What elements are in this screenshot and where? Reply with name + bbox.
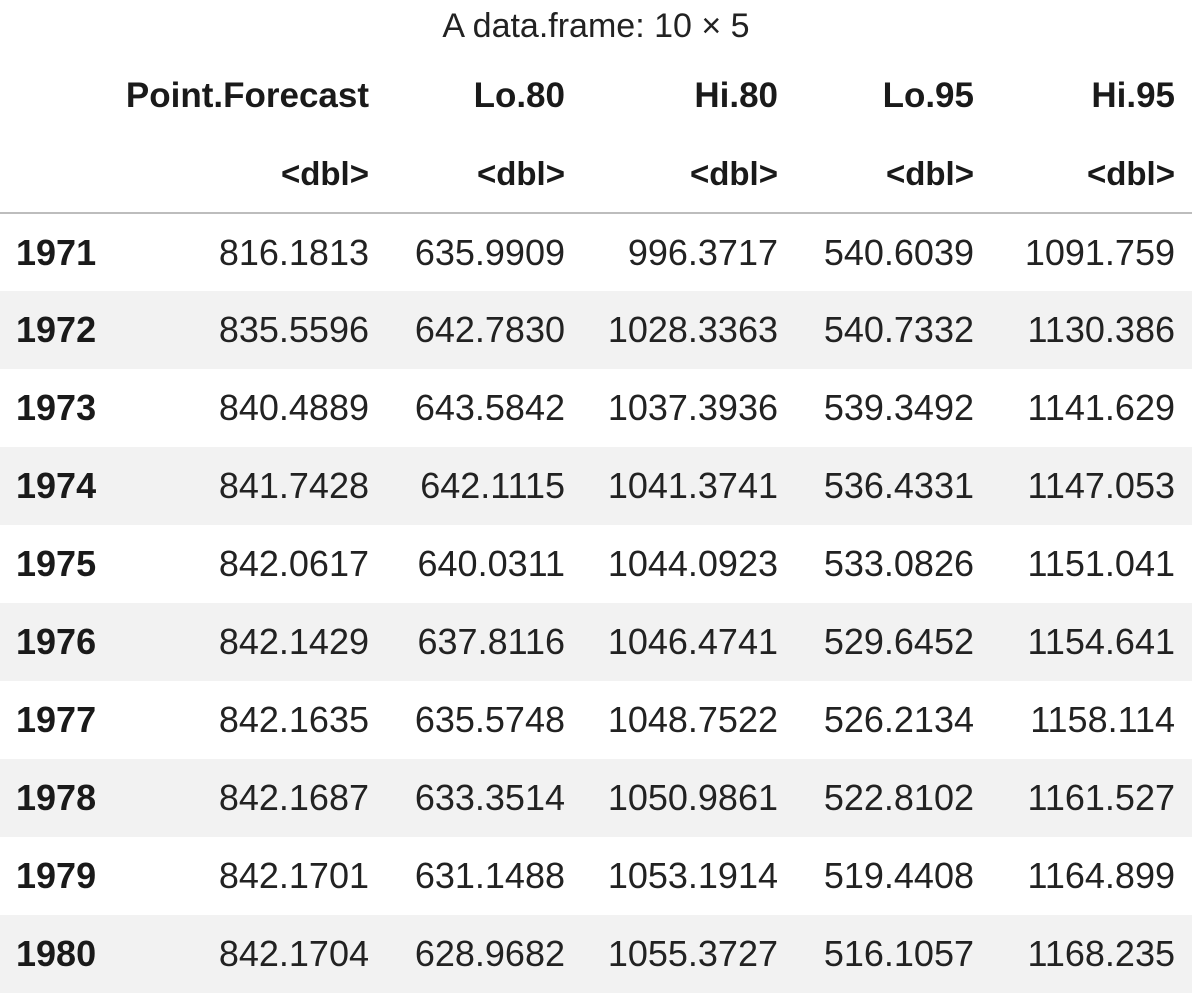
- table-row: 1974 841.7428 642.1115 1041.3741 536.4331 114…: [0, 447, 1192, 525]
- column-type: <dbl>: [582, 136, 795, 214]
- row-index: 1975: [16, 543, 97, 584]
- row-index: 1974: [16, 465, 97, 506]
- table-cell: 540.7332: [823, 309, 974, 350]
- row-index: 1972: [16, 309, 97, 350]
- table-cell: 842.1635: [218, 699, 369, 740]
- table-cell: 1158.114: [1030, 699, 1175, 740]
- table-cell: 642.1115: [420, 465, 565, 506]
- table-cell: 640.0311: [417, 543, 565, 584]
- row-index: 1979: [16, 855, 97, 896]
- table-cell: 1130.386: [1027, 309, 1175, 350]
- column-type: <dbl>: [795, 136, 991, 214]
- column-names-row: Point.Forecast Lo.80 Hi.80 Lo.95 Hi.95: [0, 52, 1192, 136]
- table-cell: 996.3717: [627, 231, 778, 273]
- index-header-blank: [0, 52, 98, 136]
- row-index: 1976: [16, 621, 97, 662]
- table-row: 1977 842.1635 635.5748 1048.7522 526.2134 115…: [0, 681, 1192, 759]
- table-cell: 526.2134: [823, 699, 974, 740]
- table-cell: 1161.527: [1027, 777, 1175, 818]
- column-header: Hi.95: [1091, 76, 1175, 115]
- table-cell: 840.4889: [218, 387, 369, 428]
- table-cell: 841.7428: [218, 465, 369, 506]
- column-type: <dbl>: [386, 136, 582, 214]
- table-cell: 1050.9861: [607, 777, 778, 818]
- table-cell: 635.5748: [414, 699, 565, 740]
- table-row: 1978 842.1687 633.3514 1050.9861 522.8102 116…: [0, 759, 1192, 837]
- table-cell: 519.4408: [823, 855, 974, 896]
- row-index: 1973: [16, 387, 97, 428]
- table-cell: 816.1813: [218, 231, 369, 273]
- column-header: Lo.80: [473, 76, 565, 115]
- table-cell: 642.7830: [414, 309, 565, 350]
- table-cell: 1147.053: [1027, 465, 1175, 506]
- table-cell: 1044.0923: [607, 543, 778, 584]
- table-cell: 1154.641: [1027, 621, 1175, 662]
- table-cell: 529.6452: [823, 621, 974, 662]
- table-cell: 533.0826: [823, 543, 974, 584]
- table-cell: 643.5842: [414, 387, 565, 428]
- row-index: 1977: [16, 699, 97, 740]
- index-type-blank: [0, 136, 98, 214]
- table-row: 1975 842.0617 640.0311 1044.0923 533.0826 115…: [0, 525, 1192, 603]
- row-index: 1971: [16, 231, 97, 273]
- table-caption: A data.frame: 10 × 5: [442, 7, 750, 45]
- table-cell: 540.6039: [823, 231, 974, 273]
- table-row: 1973 840.4889 643.5842 1037.3936 539.3492 114…: [0, 369, 1192, 447]
- table-cell: 631.1488: [414, 855, 565, 896]
- column-header: Lo.95: [882, 76, 974, 115]
- column-type: <dbl>: [98, 136, 386, 214]
- table-cell: 539.3492: [823, 387, 974, 428]
- table-cell: 637.8116: [417, 621, 565, 662]
- table-cell: 628.9682: [414, 933, 565, 974]
- row-index: 1980: [16, 933, 97, 974]
- table-cell: 1053.1914: [607, 855, 778, 896]
- table-header: Point.Forecast Lo.80 Hi.80 Lo.95 Hi.95 <dbl>…: [0, 52, 1192, 214]
- table-cell: 1055.3727: [607, 933, 778, 974]
- table-cell: 842.1687: [218, 777, 369, 818]
- table-cell: 1164.899: [1027, 855, 1175, 896]
- table-cell: 1141.629: [1027, 387, 1175, 428]
- table-cell: 835.5596: [218, 309, 369, 350]
- table-cell: 1028.3363: [607, 309, 778, 350]
- column-type: <dbl>: [991, 136, 1192, 214]
- column-header: Hi.80: [694, 76, 778, 115]
- table-cell: 1037.3936: [607, 387, 778, 428]
- table-cell: 1151.041: [1027, 543, 1175, 584]
- table-row: 1980 842.1704 628.9682 1055.3727 516.1057 116…: [0, 915, 1192, 993]
- table-cell: 1168.235: [1027, 933, 1175, 974]
- column-types-row: <dbl> <dbl> <dbl> <dbl> <dbl>: [0, 136, 1192, 214]
- table-row: 1972 835.5596 642.7830 1028.3363 540.7332 113…: [0, 291, 1192, 369]
- table-cell: 1048.7522: [607, 699, 778, 740]
- table-cell: 842.1429: [218, 621, 369, 662]
- table-cell: 522.8102: [823, 777, 974, 818]
- table-cell: 842.1704: [218, 933, 369, 974]
- data-table: Point.Forecast Lo.80 Hi.80 Lo.95 Hi.95 <dbl>…: [0, 52, 1192, 993]
- table-cell: 842.0617: [218, 543, 369, 584]
- table-row: 1971 816.1813 635.9909 996.3717 540.6039 1091…: [0, 213, 1192, 291]
- table-cell: 1041.3741: [607, 465, 778, 506]
- table-row: 1976 842.1429 637.8116 1046.4741 529.6452 115…: [0, 603, 1192, 681]
- table-cell: 635.9909: [414, 231, 565, 273]
- table-row: 1979 842.1701 631.1488 1053.1914 519.4408 116…: [0, 837, 1192, 915]
- row-index: 1978: [16, 777, 97, 818]
- table-cell: 633.3514: [414, 777, 565, 818]
- table-cell: 516.1057: [823, 933, 974, 974]
- table-body: 1971 816.1813 635.9909 996.3717 540.6039 1091…: [0, 213, 1192, 993]
- table-cell: 536.4331: [823, 465, 974, 506]
- table-cell: 1046.4741: [607, 621, 778, 662]
- table-cell: 842.1701: [218, 855, 369, 896]
- column-header: Point.Forecast: [125, 76, 369, 115]
- table-cell: 1091.759: [1024, 231, 1175, 273]
